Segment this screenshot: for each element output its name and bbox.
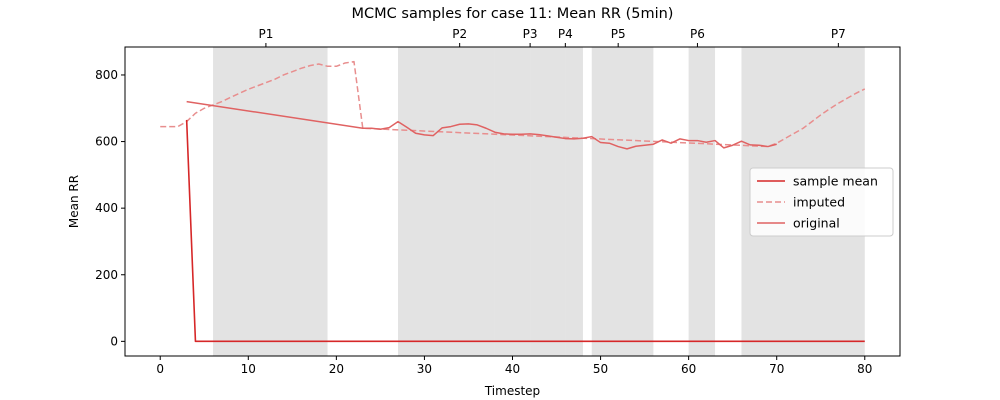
y-tick-label: 400 [95, 201, 118, 215]
top-marker-label: P4 [558, 27, 573, 41]
top-marker-label: P3 [523, 27, 538, 41]
x-tick-label: 10 [241, 362, 256, 376]
x-tick-label: 60 [681, 362, 696, 376]
y-axis-ticks: 0 200 400 600 800 [95, 68, 125, 348]
top-marker-label: P6 [690, 27, 705, 41]
y-axis-label: Mean RR [67, 175, 81, 228]
y-tick-label: 200 [95, 268, 118, 282]
top-marker-label: P1 [258, 27, 273, 41]
chart-title: MCMC samples for case 11: Mean RR (5min) [352, 6, 674, 22]
shaded-span-1 [398, 47, 495, 356]
legend: sample mean imputed original [749, 167, 894, 237]
y-tick-label: 600 [95, 135, 118, 149]
x-tick-label: 40 [505, 362, 520, 376]
shaded-span-2 [494, 47, 531, 356]
x-tick-label: 70 [769, 362, 784, 376]
top-marker-label: P2 [452, 27, 467, 41]
legend-label: imputed [793, 195, 845, 210]
top-marker-label: P5 [611, 27, 626, 41]
x-tick-label: 80 [857, 362, 872, 376]
top-axis-markers: P1 P2 P3 P4 P5 P6 P7 [258, 27, 846, 47]
legend-label: sample mean [793, 174, 878, 189]
legend-box [749, 167, 894, 237]
y-tick-label: 0 [110, 334, 118, 348]
y-tick-label: 800 [95, 68, 118, 82]
shaded-span-0 [213, 47, 328, 356]
x-tick-label: 50 [593, 362, 608, 376]
shaded-span-4 [556, 47, 566, 356]
series-line-original [186, 100, 777, 150]
series-line-sample-mean [185, 119, 865, 343]
x-axis-ticks: 0 10 20 30 40 50 60 70 80 [156, 356, 872, 376]
shaded-span-5 [565, 47, 583, 356]
shaded-span-6 [591, 47, 654, 356]
x-tick-label: 20 [329, 362, 344, 376]
x-tick-label: 0 [156, 362, 164, 376]
x-tick-label: 30 [417, 362, 432, 376]
shaded-span-7 [688, 47, 716, 356]
series-lines [160, 60, 866, 343]
shaded-span-3 [530, 47, 557, 356]
legend-label: original [793, 216, 840, 231]
top-marker-label: P7 [831, 27, 846, 41]
x-axis-label: Timestep [484, 384, 540, 398]
